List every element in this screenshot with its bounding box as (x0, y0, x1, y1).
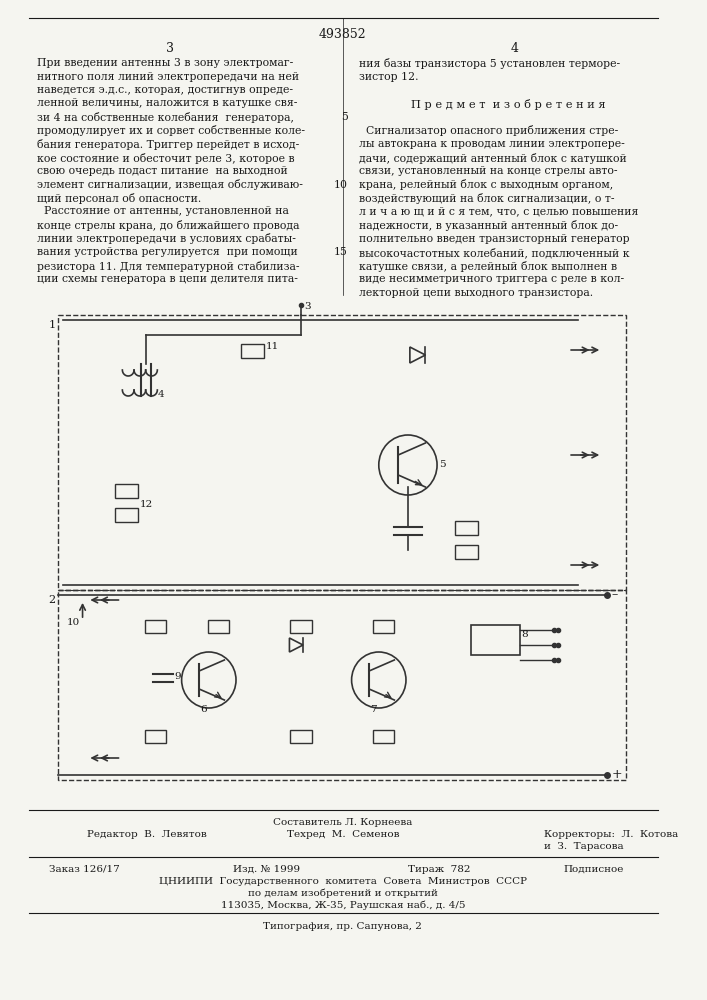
Text: 5: 5 (439, 460, 445, 469)
Text: Изд. № 1999: Изд. № 1999 (233, 865, 300, 874)
Text: 9: 9 (175, 672, 182, 681)
Text: элемент сигнализации, извещая обслуживаю-: элемент сигнализации, извещая обслуживаю… (37, 180, 303, 190)
Text: Типография, пр. Сапунова, 2: Типография, пр. Сапунова, 2 (264, 922, 422, 931)
Text: 10: 10 (66, 618, 80, 627)
Bar (373, 730, 395, 743)
Text: лы автокрана к проводам линии электропере-: лы автокрана к проводам линии электропер… (359, 139, 625, 149)
Text: Сигнализатор опасного приближения стре-: Сигнализатор опасного приближения стре- (359, 125, 619, 136)
Text: нитного поля линий электропередачи на ней: нитного поля линий электропередачи на не… (37, 72, 299, 82)
Text: виде несимметричного триггера с реле в кол-: виде несимметричного триггера с реле в к… (359, 274, 624, 284)
Text: линии электропередачи в условиях срабаты-: линии электропередачи в условиях срабаты… (37, 233, 296, 244)
Bar (115, 484, 138, 498)
Text: 12: 12 (140, 500, 153, 509)
Bar (455, 521, 478, 535)
Text: конце стрелы крана, до ближайшего провода: конце стрелы крана, до ближайшего провод… (37, 220, 299, 231)
Text: 3: 3 (304, 302, 310, 311)
Text: 3: 3 (166, 42, 174, 55)
Bar (241, 344, 264, 358)
Text: П р е д м е т  и з о б р е т е н и я: П р е д м е т и з о б р е т е н и я (411, 99, 606, 109)
Text: 10: 10 (334, 180, 348, 190)
Text: вания устройства регулируется  при помощи: вания устройства регулируется при помощи (37, 247, 298, 257)
Text: При введении антенны 3 в зону электромаг-: При введении антенны 3 в зону электромаг… (37, 58, 293, 68)
Text: наведется э.д.с., которая, достигнув опреде-: наведется э.д.с., которая, достигнув опр… (37, 85, 293, 95)
Text: 5: 5 (341, 112, 348, 122)
Text: 113035, Москва, Ж-35, Раушская наб., д. 4/5: 113035, Москва, Ж-35, Раушская наб., д. … (221, 901, 465, 910)
Text: зи 4 на собственные колебания  генератора,: зи 4 на собственные колебания генератора… (37, 112, 294, 123)
Bar (208, 620, 229, 633)
Text: 11: 11 (266, 342, 279, 351)
Text: ния базы транзистора 5 установлен терморе-: ния базы транзистора 5 установлен термор… (359, 58, 621, 69)
Bar (455, 545, 478, 559)
Text: ЦНИИПИ  Государственного  комитета  Совета  Министров  СССР: ЦНИИПИ Государственного комитета Совета … (159, 877, 527, 886)
Text: ленной величины, наложится в катушке свя-: ленной величины, наложится в катушке свя… (37, 99, 297, 108)
Bar (291, 730, 312, 743)
Bar (115, 508, 138, 522)
Bar (373, 620, 395, 633)
Text: катушке связи, а релейный блок выполнен в: катушке связи, а релейный блок выполнен … (359, 260, 617, 271)
Text: дачи, содержащий антенный блок с катушкой: дачи, содержащий антенный блок с катушко… (359, 152, 627, 163)
Text: высокочастотных колебаний, подключенный к: высокочастотных колебаний, подключенный … (359, 247, 630, 258)
Text: 493852: 493852 (319, 28, 367, 41)
Text: бания генератора. Триггер перейдет в исход-: бания генератора. Триггер перейдет в исх… (37, 139, 299, 150)
Text: крана, релейный блок с выходным органом,: крана, релейный блок с выходным органом, (359, 180, 614, 190)
Text: 2: 2 (49, 595, 56, 605)
Text: –: – (612, 588, 618, 601)
Bar (291, 620, 312, 633)
Text: 8: 8 (522, 630, 528, 639)
Text: воздействующий на блок сигнализации, о т-: воздействующий на блок сигнализации, о т… (359, 193, 615, 204)
Text: Подписное: Подписное (563, 865, 624, 874)
Text: Техред  М.  Семенов: Техред М. Семенов (286, 830, 399, 839)
Text: полнительно введен транзисторный генератор: полнительно введен транзисторный генерат… (359, 233, 630, 243)
Text: по делам изобретений и открытий: по делам изобретений и открытий (248, 889, 438, 898)
Text: +: + (612, 768, 623, 782)
Text: 15: 15 (334, 247, 348, 257)
Text: и  З.  Тарасова: и З. Тарасова (544, 842, 624, 851)
Text: Редактор  В.  Левятов: Редактор В. Левятов (88, 830, 207, 839)
Text: ции схемы генератора в цепи делителя пита-: ции схемы генератора в цепи делителя пит… (37, 274, 298, 284)
Text: л и ч а ю щ и й с я тем, что, с целью повышения: л и ч а ю щ и й с я тем, что, с целью по… (359, 207, 638, 217)
Text: Корректоры:  Л.  Котова: Корректоры: Л. Котова (544, 830, 678, 839)
Text: зистор 12.: зистор 12. (359, 72, 419, 82)
Text: лекторной цепи выходного транзистора.: лекторной цепи выходного транзистора. (359, 288, 593, 298)
Text: связи, установленный на конце стрелы авто-: связи, установленный на конце стрелы авт… (359, 166, 618, 176)
Text: 6: 6 (201, 705, 207, 714)
Bar (145, 730, 166, 743)
Text: Составитель Л. Корнеева: Составитель Л. Корнеева (273, 818, 413, 827)
Text: Заказ 126/17: Заказ 126/17 (49, 865, 119, 874)
Text: Тираж  782: Тираж 782 (408, 865, 470, 874)
Bar (471, 625, 520, 655)
Text: резистора 11. Для температурной стабилиза-: резистора 11. Для температурной стабилиз… (37, 260, 299, 271)
Text: Расстояние от антенны, установленной на: Расстояние от антенны, установленной на (37, 207, 288, 217)
Bar (145, 620, 166, 633)
Text: надежности, в указанный антенный блок до-: надежности, в указанный антенный блок до… (359, 220, 619, 231)
Text: щий персонал об опасности.: щий персонал об опасности. (37, 193, 201, 204)
Text: свою очередь подаст питание  на выходной: свою очередь подаст питание на выходной (37, 166, 288, 176)
Text: 4: 4 (158, 390, 164, 399)
Text: 4: 4 (510, 42, 519, 55)
Text: кое состояние и обесточит реле 3, которое в: кое состояние и обесточит реле 3, которо… (37, 152, 295, 163)
Text: 7: 7 (370, 705, 378, 714)
Text: 1: 1 (49, 320, 56, 330)
Text: промодулирует их и сорвет собственные коле-: промодулирует их и сорвет собственные ко… (37, 125, 305, 136)
